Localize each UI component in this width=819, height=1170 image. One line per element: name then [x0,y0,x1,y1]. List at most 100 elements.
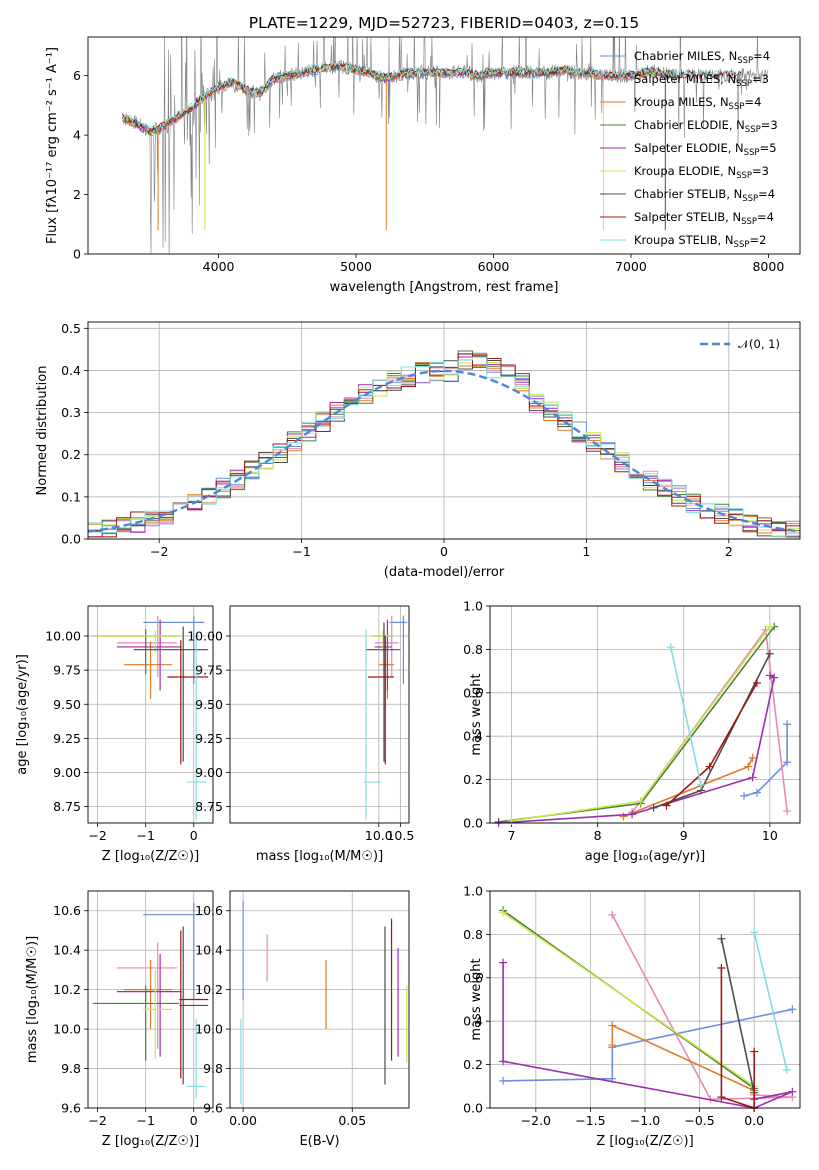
y-tick-label: 0.2 [463,772,483,787]
weight-marker-kroupa-elodie [499,908,508,917]
y-tick-label: 10.0 [195,1022,223,1037]
weight-marker-kroupa-stelib [782,1066,791,1075]
x-tick-label: 10.5 [386,828,414,843]
y-tick-label: 0.3 [61,405,81,420]
weight-marker-salpeter-elodie [748,773,757,782]
axes-frame [87,605,214,824]
legend-label-salpeter-miles: Salpeter MILES, NSSP=3 [634,72,769,89]
y-tick-label: 9.50 [53,697,81,712]
y-tick-label: 0.4 [463,729,483,744]
x-axis-label: mass [log₁₀(M/M☉)] [256,849,383,864]
axes-frame [87,321,801,540]
y-tick-label: 10.2 [195,982,223,997]
weight-marker-kroupa-stelib [696,781,705,790]
x-tick-label: 4000 [203,259,235,274]
y-tick-label: 0.5 [61,321,81,336]
plot-area [230,891,409,1108]
weight-marker-chabrier-miles [752,788,761,797]
y-tick-label: 9.00 [195,765,223,780]
y-tick-label: 4 [73,128,81,143]
axes-frame [229,890,410,1109]
weight-marker-kroupa-elodie [765,622,774,631]
weight-marker-salpeter-stelib [717,964,726,973]
y-tick-label: 0.0 [463,1101,483,1116]
weight-marker-kroupa-miles [619,812,628,821]
weight-marker-kroupa-miles [608,1021,617,1030]
x-tick-label: 8000 [752,259,784,274]
y-axis-label: age [log₁₀(age/yr)] [15,654,30,775]
plot-area [490,606,800,823]
residuals-panel: −2 −1 0 1 2 0.0 0.1 0.2 0.3 0.4 0.5 (data-model)/er… [35,321,801,580]
y-tick-label: 0.8 [463,927,483,942]
weight-line-kroupa-elodie [502,912,755,1087]
legend-label-normal: 𝒩(0, 1) [738,337,780,351]
x-axis-label: Z [log₁₀(Z/Z☉)] [596,1134,693,1149]
x-tick-label: 2 [725,544,733,559]
x-tick-label: 8 [594,828,602,843]
weight-vs-age-panel: 7 8 9 10 0.0 0.2 0.4 0.6 0.8 1.0 age [log₁₀(age/yr… [463,599,801,864]
y-tick-label: 6 [73,68,81,83]
histogram-kroupa-stelib [88,356,800,538]
y-tick-label: 10.6 [195,903,223,918]
y-tick-label: 10.2 [53,982,81,997]
y-tick-label: 10.4 [195,943,223,958]
y-tick-label: 9.50 [195,697,223,712]
weight-marker-salpeter-stelib [705,762,714,771]
y-tick-label: 9.25 [53,731,81,746]
legend-label-kroupa-stelib: Kroupa STELIB, NSSP=2 [634,233,766,250]
weight-marker-salpeter-stelib [750,1047,759,1056]
y-tick-label: 1.0 [463,884,483,899]
legend-label-salpeter-stelib: Salpeter STELIB, NSSP=4 [634,210,774,227]
weight-marker-kroupa-miles [744,762,753,771]
y-tick-label: 0.6 [463,970,483,985]
x-tick-label: −1.0 [630,1113,660,1128]
x-tick-label: 0.00 [229,1113,257,1128]
axes-frame [87,36,801,255]
x-axis-label: Z [log₁₀(Z/Z☉)] [102,1134,199,1149]
mass-vs-extinction-panel: 0.00 0.05 9.6 9.8 10.0 10.2 10.4 10.6 E(B-V) [195,890,410,1149]
y-tick-label: 0.4 [61,363,81,378]
x-tick-label: −1 [292,544,310,559]
x-tick-label: 9 [680,828,688,843]
weight-marker-kroupa-elodie [636,797,645,806]
x-tick-label: 5000 [340,259,372,274]
x-tick-label: 7000 [615,259,647,274]
x-tick-label: 0.0 [744,1113,764,1128]
y-tick-label: 0.1 [61,489,81,504]
y-tick-label: 9.8 [61,1061,81,1076]
y-tick-label: 0.2 [61,447,81,462]
age-vs-metallicity-panel: −2 −1 0 8.75 9.00 9.25 9.50 9.75 10.00 Z [log₁₀(Z… [15,605,214,864]
weight-marker-chabrier-stelib [649,803,658,812]
mass-vs-metallicity-panel: −2 −1 0 9.6 9.8 10.0 10.2 10.4 10.6 Z [log₁₀(Z/Z☉… [25,890,214,1149]
model-line-kroupa-stelib [122,61,742,132]
legend-label-salpeter-elodie: Salpeter ELODIE, NSSP=5 [634,141,777,158]
x-tick-label: −2.0 [521,1113,551,1128]
weight-marker-chabrier-stelib [765,649,774,658]
x-tick-label: −2 [88,828,106,843]
y-tick-label: 9.00 [53,765,81,780]
x-tick-label: −2 [150,544,168,559]
axes-frame [87,890,214,1109]
weight-vs-metallicity-panel: −2.0 −1.5 −1.0 −0.5 0.0 0.0 0.2 0.4 0.6 0.8 1.0 Z [… [463,884,801,1149]
x-tick-label: −1 [136,1113,154,1128]
weight-marker-kroupa-stelib [750,928,759,937]
y-tick-label: 10.00 [187,629,223,644]
y-axis-label: Normed distribution [35,366,50,496]
y-tick-label: 2 [73,187,81,202]
plot-area [230,606,409,823]
x-axis-label: (data-model)/error [384,565,505,580]
y-tick-label: 0.4 [463,1014,483,1029]
spectrum-panel: 4000 5000 6000 7000 8000 0 2 4 6 wavelength [Angs… [45,36,801,295]
weight-marker-salpeter-elodie [499,958,508,967]
x-tick-label: −1 [136,828,154,843]
y-tick-label: 10.00 [45,629,81,644]
y-tick-label: 1.0 [463,599,483,614]
y-tick-label: 8.75 [195,799,223,814]
weight-marker-salpeter-elodie [765,671,774,680]
weight-marker-salpeter-miles [783,807,792,816]
x-tick-label: 6000 [478,259,510,274]
x-tick-label: 1 [582,544,590,559]
x-tick-label: −0.5 [684,1113,714,1128]
weight-marker-kroupa-miles [748,753,757,762]
x-axis-label: Z [log₁₀(Z/Z☉)] [102,849,199,864]
